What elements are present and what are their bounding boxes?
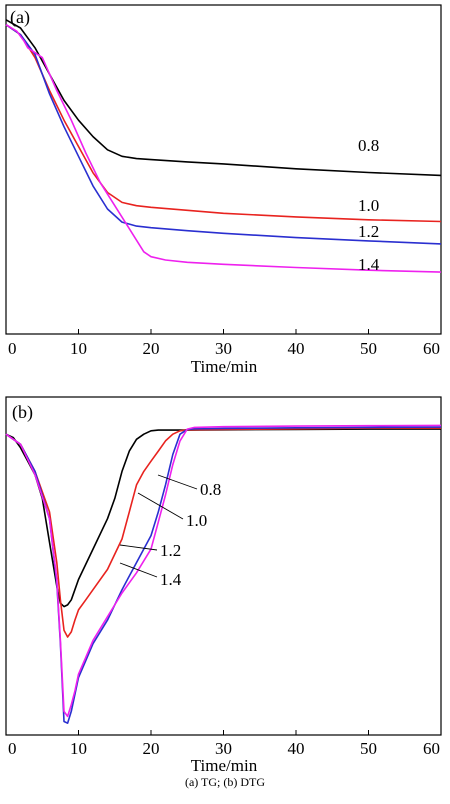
dtg-leader-1-4 <box>119 562 158 578</box>
tg-chart: (a) 0 10 20 30 40 50 60 Time/min 0.8 1.0 1.2 1… <box>5 4 442 376</box>
dtg-x-tick-label-0: 0 <box>8 739 17 758</box>
figure-caption: (a) TG; (b) DTG <box>184 775 266 789</box>
dtg-label-1-4: 1.4 <box>160 570 182 589</box>
dtg-series-line-0-8 <box>5 428 441 608</box>
dtg-label-0-8: 0.8 <box>200 480 221 499</box>
dtg-leader-1-0 <box>137 492 184 520</box>
dtg-chart: (b) 0 10 20 30 40 50 60 Time/min 0.8 1.0 1.2 1… <box>5 396 442 775</box>
dtg-series-line-1-0 <box>5 427 441 638</box>
tg-series-line-0-8 <box>5 19 442 177</box>
tg-x-axis-label: Time/min <box>191 357 258 376</box>
dtg-label-1-2: 1.2 <box>160 541 181 560</box>
dtg-x-tick-label-50: 50 <box>360 739 377 758</box>
tg-x-tick-label-10: 10 <box>70 339 87 358</box>
dtg-leader-1-2 <box>119 544 158 551</box>
dtg-leader-0-8 <box>157 474 198 490</box>
dtg-x-tick-label-20: 20 <box>143 739 160 758</box>
tg-label-1-0: 1.0 <box>358 196 379 215</box>
tg-x-tick-label-20: 20 <box>143 339 160 358</box>
tg-x-tick-label-50: 50 <box>360 339 377 358</box>
dtg-x-axis-label: Time/min <box>191 756 258 775</box>
dtg-panel-label: (b) <box>12 402 33 423</box>
tg-label-1-4: 1.4 <box>358 255 380 274</box>
tg-x-ticks: 0 10 20 30 40 50 60 <box>5 329 442 358</box>
tg-label-0-8: 0.8 <box>358 136 379 155</box>
tg-series-line-1-4 <box>5 24 442 273</box>
dtg-x-tick-label-10: 10 <box>70 739 87 758</box>
tg-x-tick-label-30: 30 <box>215 339 232 358</box>
tg-x-tick-label-40: 40 <box>288 339 305 358</box>
dtg-x-ticks: 0 10 20 30 40 50 60 <box>5 730 442 758</box>
dtg-series-line-1-2 <box>5 426 442 724</box>
tg-label-1-2: 1.2 <box>358 222 379 241</box>
dtg-plot-frame <box>5 396 442 736</box>
dtg-series-group <box>5 424 442 724</box>
tg-series-group <box>5 19 442 273</box>
tg-x-tick-label-0: 0 <box>8 339 17 358</box>
tg-x-tick-label-60: 60 <box>423 339 440 358</box>
dtg-x-tick-label-40: 40 <box>288 739 305 758</box>
tg-plot-frame <box>5 4 442 335</box>
dtg-label-1-0: 1.0 <box>186 511 207 530</box>
dtg-series-line-1-4 <box>5 424 442 718</box>
dtg-x-tick-label-60: 60 <box>423 739 440 758</box>
dtg-x-tick-label-30: 30 <box>215 739 232 758</box>
tg-series-line-1-0 <box>5 24 442 223</box>
tg-series-line-1-2 <box>5 24 442 245</box>
tg-panel-label: (a) <box>10 7 30 28</box>
